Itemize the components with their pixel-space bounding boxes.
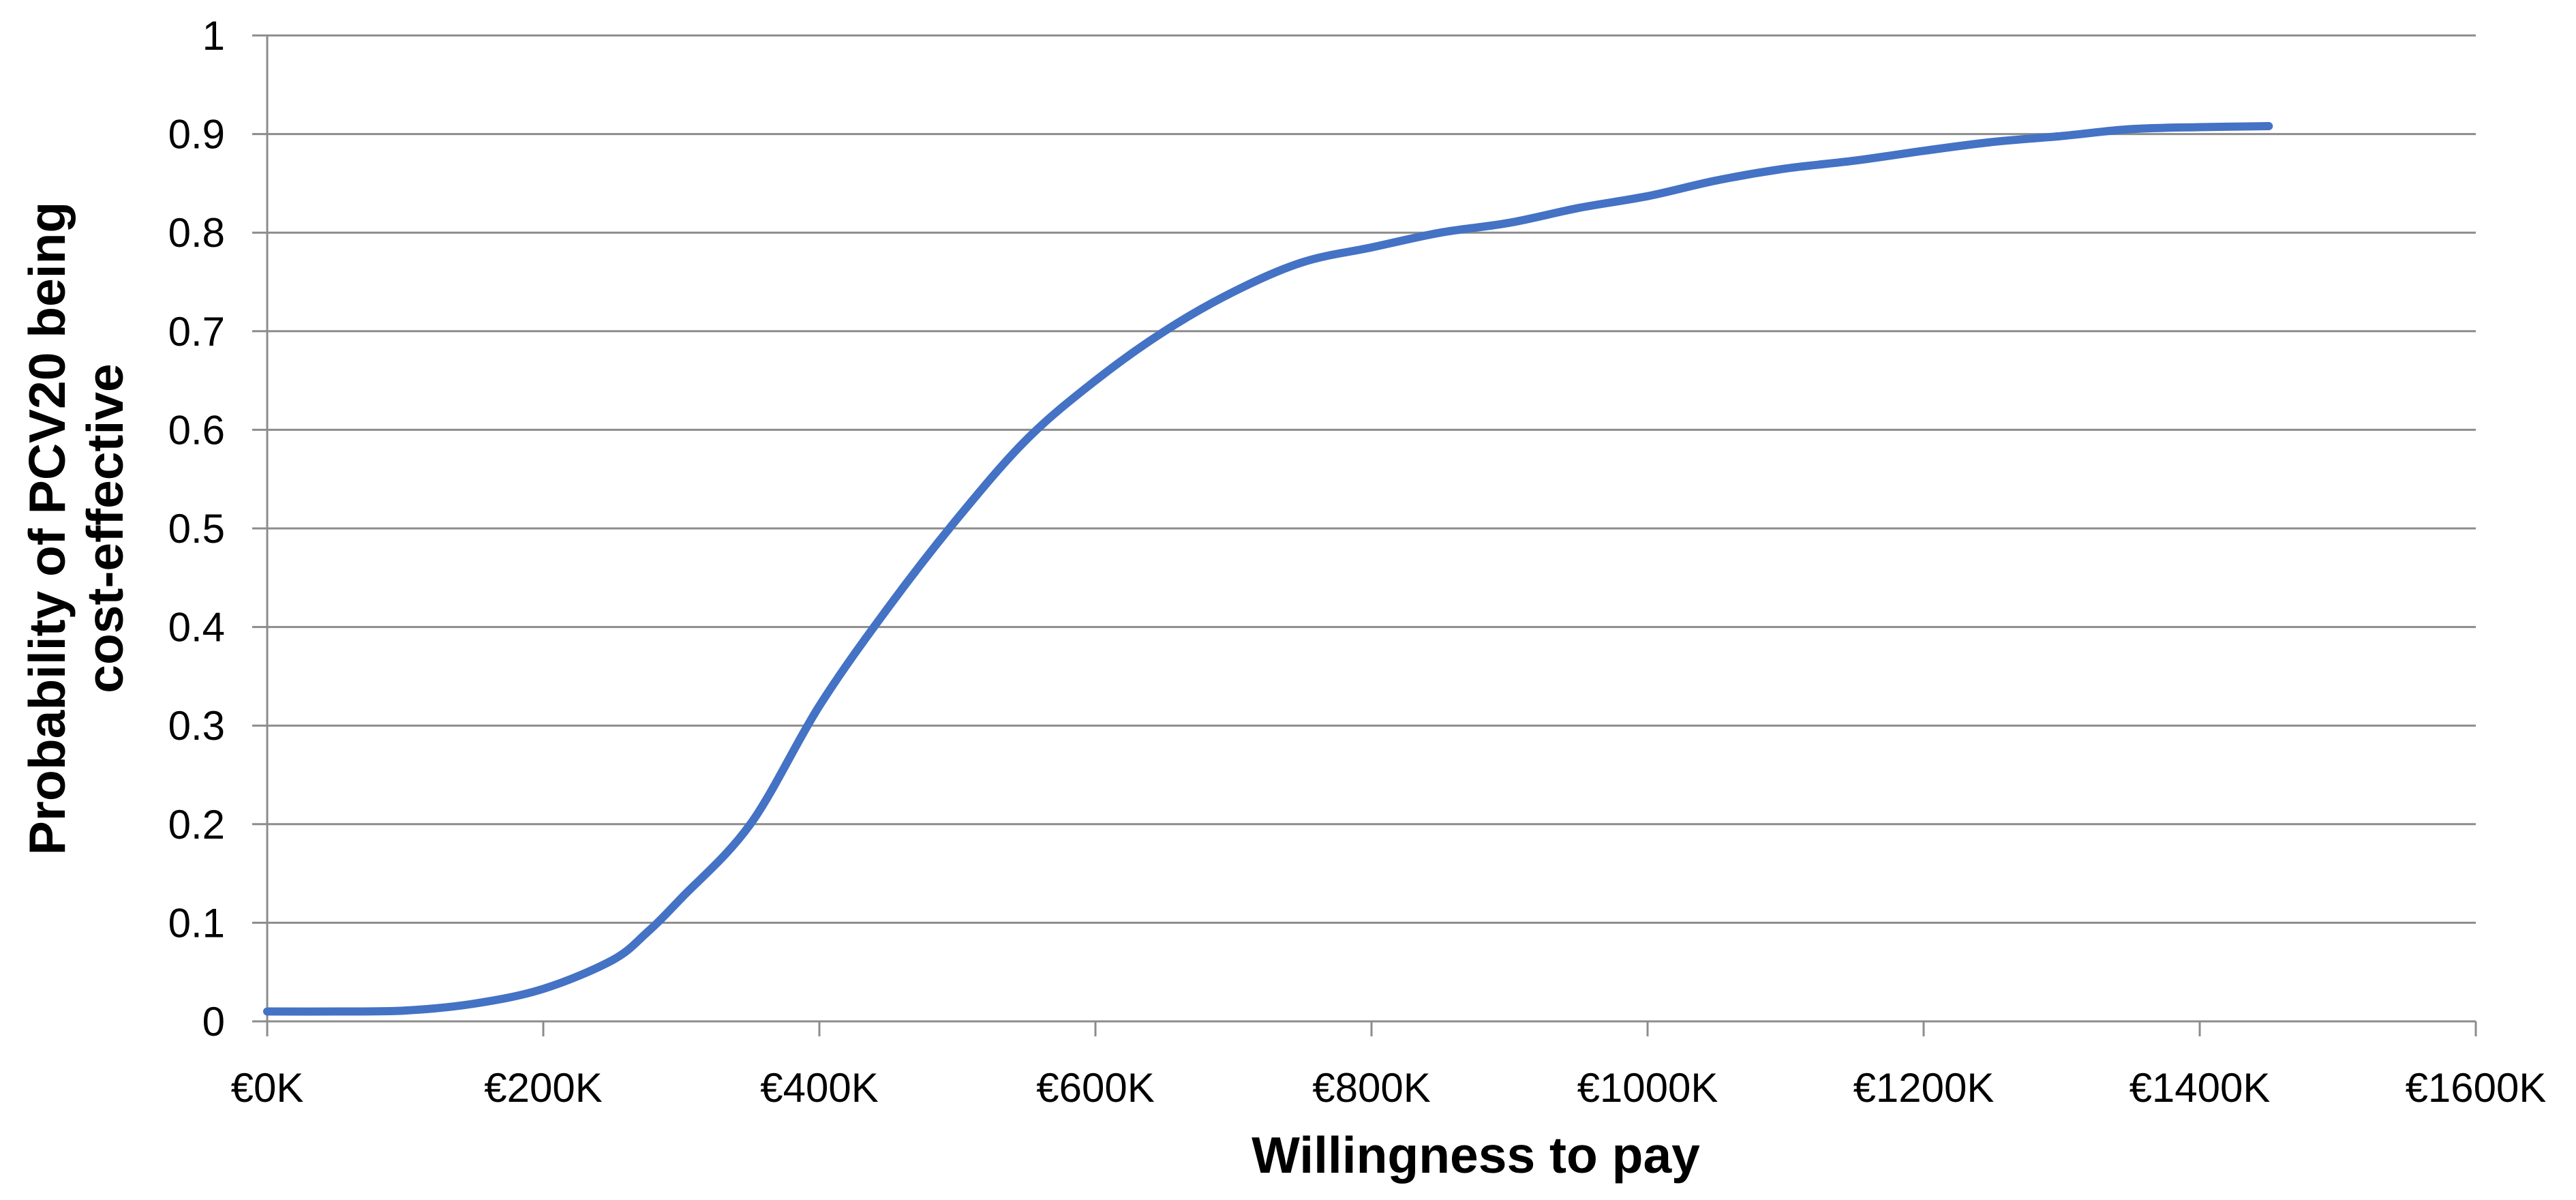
x-tick-label: €600K [1036, 1065, 1155, 1111]
x-tick-label: €1600K [2406, 1065, 2547, 1111]
series-line [263, 122, 2273, 1016]
y-tick-label: 0 [202, 999, 225, 1045]
y-tick-label: 0.6 [168, 407, 225, 453]
y-axis-title-line: Probability of PCV20 being [18, 202, 76, 855]
x-axis-title: Willingness to pay [1252, 1126, 1700, 1184]
x-tick-label: €200K [484, 1065, 603, 1111]
y-tick-label: 1 [202, 13, 225, 59]
x-tick-label: €1200K [1853, 1065, 1995, 1111]
gridlines [267, 34, 2476, 924]
y-tick-labels: 0 0.1 0.2 0.3 0.4 0.5 0.6 0.7 0.8 0.9 1 [168, 13, 225, 1045]
y-tick-label: 0.3 [168, 703, 225, 749]
y-tick-label: 0.7 [168, 309, 225, 355]
y-tick-label: 0.5 [168, 506, 225, 552]
y-tick-label: 0.4 [168, 605, 225, 650]
x-tick-labels: €0K €200K €400K €600K €800K €1000K €1200K €1400… [231, 1065, 2547, 1111]
y-tick-label: 0.9 [168, 112, 225, 158]
y-tick-label: 0.8 [168, 210, 225, 256]
y-axis-title-line: cost-effective [76, 363, 134, 693]
y-tick-label: 0.1 [168, 900, 225, 946]
y-axis-title: Probability of PCV20 being cost-effective [18, 202, 134, 855]
y-tick-label: 0.2 [168, 802, 225, 847]
x-tick-label: €1400K [2130, 1065, 2271, 1111]
x-tick-label: €400K [760, 1065, 879, 1111]
series-layer [263, 122, 2273, 1016]
x-tick-label: €800K [1312, 1065, 1431, 1111]
x-tick-label: €0K [231, 1065, 304, 1111]
x-tick-label: €1000K [1577, 1065, 1718, 1111]
axes [252, 34, 2477, 1036]
